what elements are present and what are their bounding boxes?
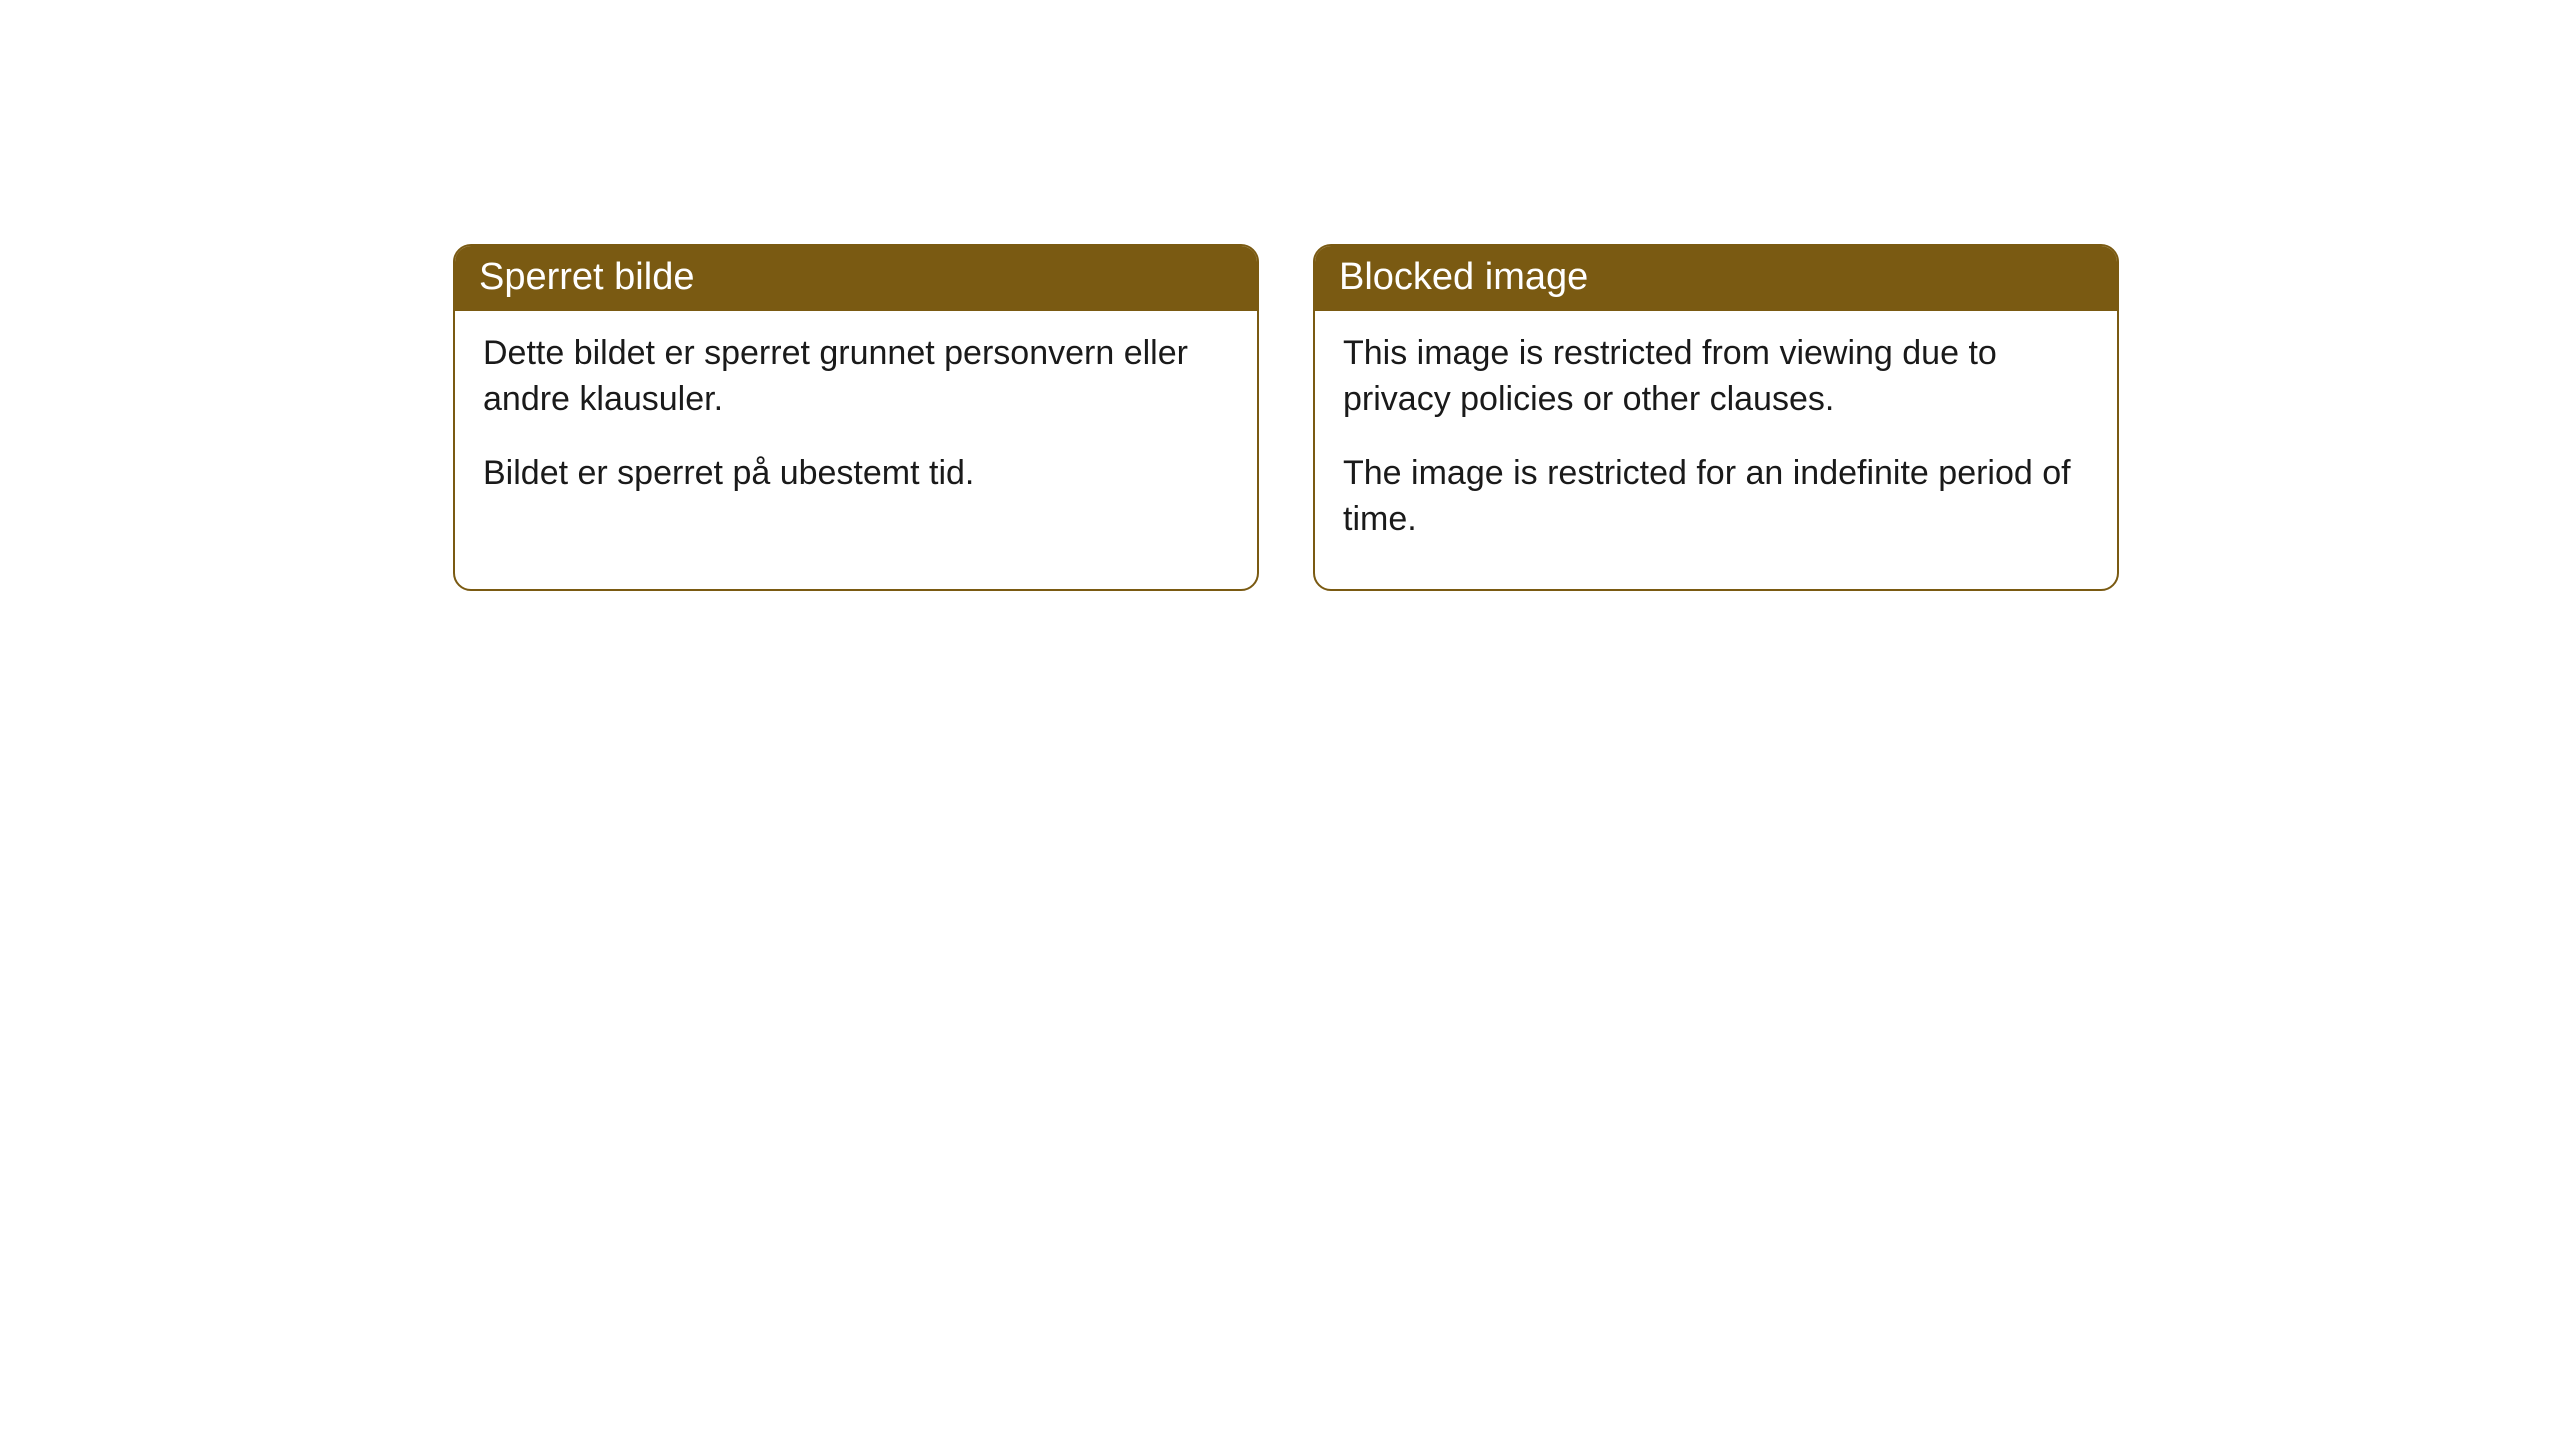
notice-cards-container: Sperret bilde Dette bildet er sperret gr… xyxy=(453,244,2119,591)
locked-image-card-en: Blocked image This image is restricted f… xyxy=(1313,244,2119,591)
card-text-en-1: This image is restricted from viewing du… xyxy=(1343,331,2089,423)
card-body-en: This image is restricted from viewing du… xyxy=(1315,311,2117,589)
card-text-no-2: Bildet er sperret på ubestemt tid. xyxy=(483,451,1229,497)
card-header-en: Blocked image xyxy=(1315,246,2117,311)
card-text-no-1: Dette bildet er sperret grunnet personve… xyxy=(483,331,1229,423)
card-text-en-2: The image is restricted for an indefinit… xyxy=(1343,451,2089,543)
card-body-no: Dette bildet er sperret grunnet personve… xyxy=(455,311,1257,543)
locked-image-card-no: Sperret bilde Dette bildet er sperret gr… xyxy=(453,244,1259,591)
card-header-no: Sperret bilde xyxy=(455,246,1257,311)
